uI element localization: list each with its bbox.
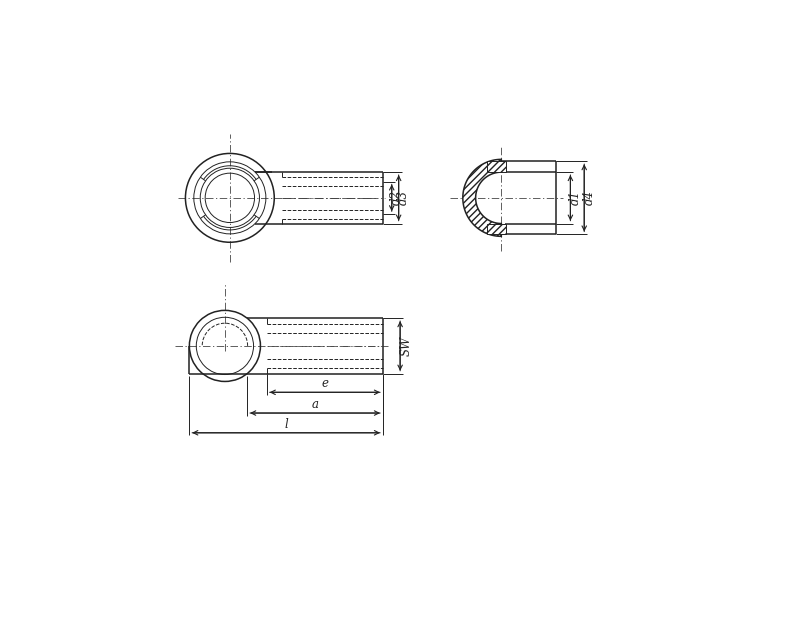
Text: d4: d4 (582, 190, 596, 205)
Text: d2: d2 (390, 190, 403, 205)
Text: a: a (311, 397, 318, 411)
Text: l: l (284, 419, 288, 431)
Polygon shape (486, 224, 506, 235)
Text: SW: SW (399, 336, 413, 356)
Text: d1: d1 (569, 190, 582, 205)
Text: e: e (322, 377, 328, 390)
Text: d3: d3 (397, 190, 410, 205)
Polygon shape (486, 162, 506, 172)
Polygon shape (463, 160, 502, 237)
